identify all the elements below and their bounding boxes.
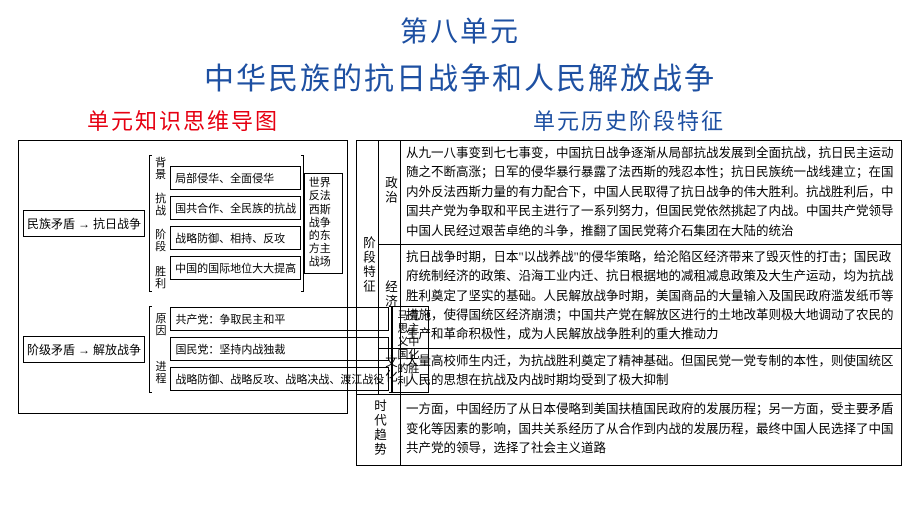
mindmap-root: 民族矛盾 → 抗日战争 (23, 210, 145, 237)
result-box: 世界反法西斯战争的东方主战场 (304, 173, 343, 273)
table-row: 经济 抗日战争时期，日本"以战养战"的侵华策略，给沦陷区经济带来了毁灭性的打击；… (357, 244, 902, 348)
branch-boxes: 局部侵华、全面侵华 国共合作、全民族的抗战 战略防御、相持、反攻 中国的国际地位… (170, 166, 301, 280)
table-row: 文化 大量高校师生内迁，为抗战胜利奠定了精神基础。但国民党一党专制的本性，则使国… (357, 348, 902, 394)
label: 进程 (154, 359, 167, 387)
stage-table: 阶段特征 政治 从九一八事变到七七事变，中国抗日战争逐渐从局部抗战发展到全面抗战… (356, 140, 902, 466)
branch-item: 局部侵华、全面侵华 (170, 166, 301, 190)
row-text-cell: 大量高校师生内迁，为抗战胜利奠定了精神基础。但国民党一党专制的本性，则使国统区人… (401, 348, 902, 394)
mindmap-root: 阶级矛盾 → 解放战争 (23, 336, 145, 363)
table-row: 阶段特征 政治 从九一八事变到七七事变，中国抗日战争逐渐从局部抗战发展到全面抗战… (357, 141, 902, 245)
label: 背景 (154, 155, 167, 183)
branch-labels: 背景 抗战 阶段 胜利 (154, 155, 167, 292)
trend-text-cell: 一方面，中国经历了从日本侵略到美国扶植国民政府的发展历程；另一方面，受主要矛盾变… (401, 394, 902, 465)
unit-title: 第八单元 (0, 0, 920, 50)
right-panel: 单元历史阶段特征 阶段特征 政治 从九一八事变到七七事变，中国抗日战争逐渐从局部… (356, 104, 902, 466)
label: 阶段 (154, 227, 167, 255)
mindmap-group: 阶级矛盾 → 解放战争 原因 进程 共产党：争取民主和平 国民党：坚持内战独裁 … (23, 306, 343, 393)
branch-labels: 原因 进程 (154, 311, 167, 387)
label: 胜利 (154, 264, 167, 292)
trend-label-cell: 时代趋势 (357, 394, 401, 465)
row-text-cell: 抗日战争时期，日本"以战养战"的侵华策略，给沦陷区经济带来了毁灭性的打击；国民政… (401, 244, 902, 348)
bracket-left (149, 306, 152, 393)
branch-item: 国共合作、全民族的抗战 (170, 196, 301, 220)
result-box: 马克思主义中国化的胜利 (392, 306, 429, 393)
label: 抗战 (154, 191, 167, 219)
branch-boxes: 共产党：争取民主和平 国民党：坚持内战独裁 战略防御、战略反攻、战略决战、渡江战… (170, 307, 389, 391)
mindmap-group: 民族矛盾 → 抗日战争 背景 抗战 阶段 胜利 局部侵华、全面侵华 国共合作、全… (23, 155, 343, 292)
left-panel: 单元知识思维导图 民族矛盾 → 抗日战争 背景 抗战 阶段 胜利 局部侵华、全面… (18, 104, 348, 466)
mindmap-diagram: 民族矛盾 → 抗日战争 背景 抗战 阶段 胜利 局部侵华、全面侵华 国共合作、全… (18, 140, 348, 414)
branch-item: 战略防御、相持、反攻 (170, 226, 301, 250)
branch-item: 共产党：争取民主和平 (170, 307, 389, 331)
label (154, 347, 167, 351)
branch-item: 战略防御、战略反攻、战略决战、渡江战役 (170, 367, 389, 391)
branch-item: 国民党：坚持内战独裁 (170, 337, 389, 361)
table-row: 时代趋势 一方面，中国经历了从日本侵略到美国扶植国民政府的发展历程；另一方面，受… (357, 394, 902, 465)
left-heading: 单元知识思维导图 (18, 104, 348, 140)
bracket-left (149, 155, 152, 292)
row-label-cell: 政治 (379, 141, 401, 245)
right-heading: 单元历史阶段特征 (356, 104, 902, 140)
unit-subtitle: 中华民族的抗日战争和人民解放战争 (0, 50, 920, 104)
branch-item: 中国的国际地位大大提高 (170, 256, 301, 280)
label: 原因 (154, 311, 167, 339)
row-text-cell: 从九一八事变到七七事变，中国抗日战争逐渐从局部抗战发展到全面抗战，抗日民主运动随… (401, 141, 902, 245)
main-container: 单元知识思维导图 民族矛盾 → 抗日战争 背景 抗战 阶段 胜利 局部侵华、全面… (0, 104, 920, 478)
